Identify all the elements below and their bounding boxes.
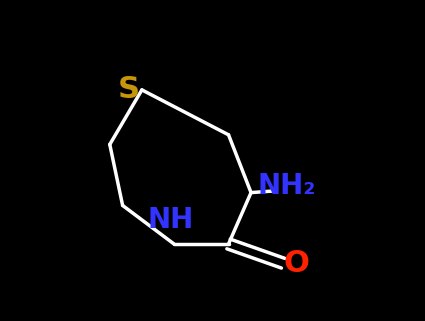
Text: NH₂: NH₂ [257,172,315,200]
Text: NH: NH [147,206,194,234]
Text: O: O [283,249,309,278]
Text: S: S [118,75,140,104]
